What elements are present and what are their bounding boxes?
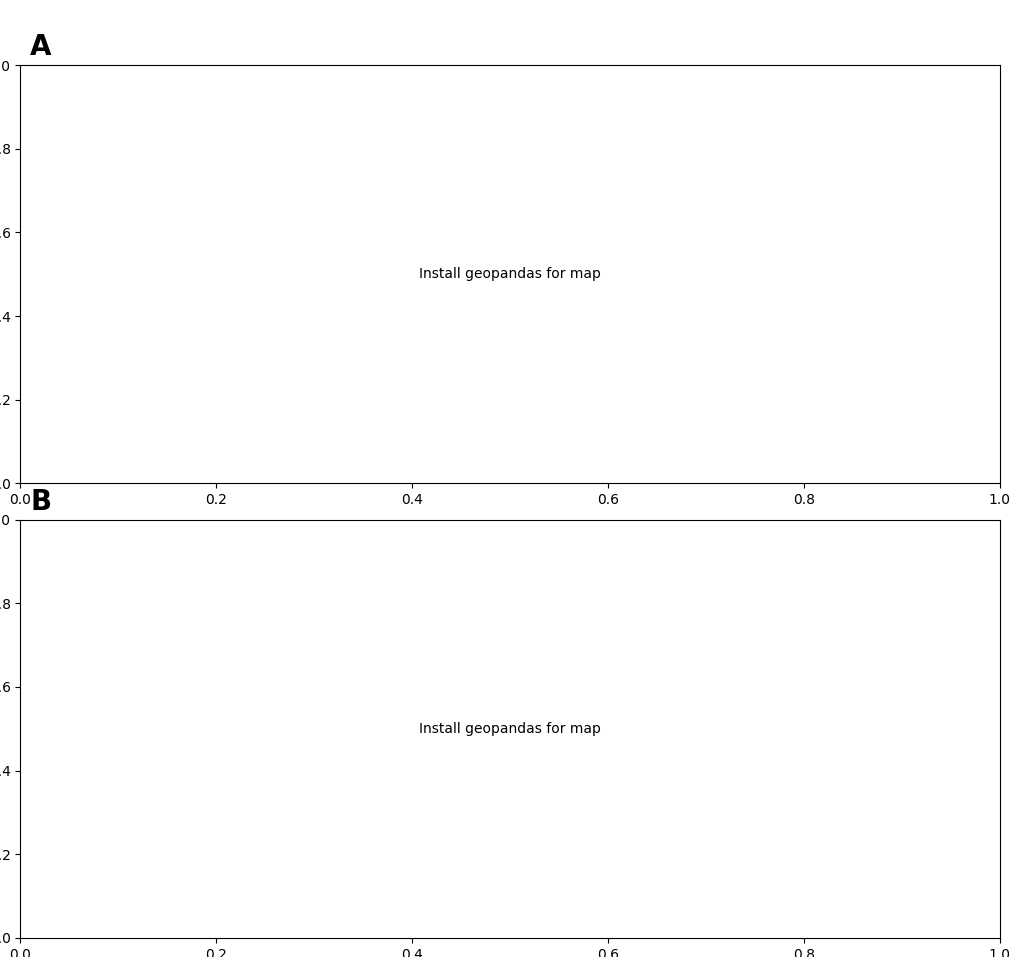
Text: B: B [31, 488, 51, 516]
Text: Install geopandas for map: Install geopandas for map [419, 722, 600, 736]
Text: Install geopandas for map: Install geopandas for map [419, 267, 600, 281]
Text: A: A [31, 33, 52, 61]
